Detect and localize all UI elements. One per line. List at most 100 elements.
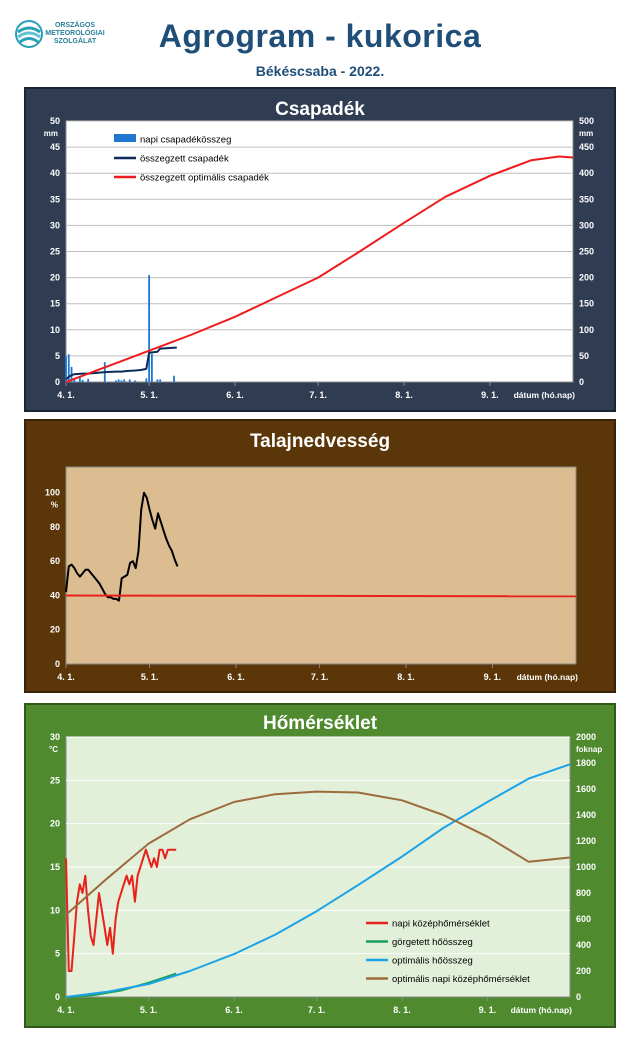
x-axis-label: dátum (hó.nap) (514, 390, 576, 400)
precip-bar (120, 380, 123, 382)
y-tick-label: 10 (50, 325, 60, 335)
precip-bar (128, 379, 131, 382)
y-tick-label: 30 (50, 732, 60, 742)
precip-bar (117, 379, 120, 382)
y-tick-label: 15 (50, 862, 60, 872)
soil-moisture-chart: 0 20 40 60 80 100% 4. 1. 5. 1. 6. 1. 7. 1. 8. 1. 9.… (24, 419, 616, 693)
legend-label: napi középhőmérséklet (392, 919, 490, 930)
y-tick-label: 35 (50, 194, 60, 204)
y2-tick-label: 100 (579, 325, 594, 335)
y-axis-label: % (51, 501, 58, 510)
x-tick-label: 9. 1. (481, 390, 499, 400)
y2-tick-label: 400 (579, 168, 594, 178)
y-tick-label: 20 (50, 625, 60, 635)
precip-bar (78, 376, 81, 382)
legend-label: összegzett csapadék (140, 154, 229, 165)
y2-tick-label: 1800 (576, 758, 596, 768)
y2-axis-label: mm (579, 129, 593, 138)
plot-area (65, 466, 577, 665)
legend-label: görgetett hőösszeg (392, 937, 473, 948)
legend-label: napi csapadékösszeg (140, 135, 231, 146)
y-axis-label: mm (44, 129, 58, 138)
y2-tick-label: 300 (579, 220, 594, 230)
y2-axis-label: foknap (576, 745, 602, 754)
series-line-optimális-napi-középhőmérséklet (65, 790, 571, 916)
precip-bar (156, 379, 159, 382)
precip-bar (81, 379, 84, 382)
precip-bar (123, 379, 126, 382)
x-tick-label: 7. 1. (311, 672, 329, 682)
y2-tick-label: 1600 (576, 784, 596, 794)
x-axis-label: dátum (hó.nap) (517, 672, 579, 682)
y2-tick-label: 200 (576, 966, 591, 976)
y2-tick-label: 800 (576, 888, 591, 898)
x-tick-label: 5. 1. (140, 390, 158, 400)
x-tick-label: 6. 1. (225, 1005, 243, 1015)
page-subtitle: Békéscsaba - 2022. (255, 63, 385, 79)
y-tick-label: 20 (50, 819, 60, 829)
y-tick-label: 15 (50, 299, 60, 309)
series-line-napi-középhőmérséklet (65, 848, 177, 972)
x-tick-label: 5. 1. (141, 672, 159, 682)
y2-tick-label: 250 (579, 247, 594, 257)
y2-tick-label: 200 (579, 273, 594, 283)
y-tick-label: 25 (50, 247, 60, 257)
y-tick-label: 40 (50, 168, 60, 178)
precip-bar (145, 378, 148, 382)
met-service-logo (14, 18, 124, 58)
precip-bar (65, 355, 67, 382)
legend-label: optimális napi középhőmérséklet (392, 974, 530, 985)
x-tick-label: 8. 1. (397, 672, 415, 682)
precip-bar (173, 375, 175, 382)
x-tick-label: 4. 1. (57, 390, 75, 400)
y2-tick-label: 2000 (576, 732, 596, 742)
logo-line: ORSZÁGOS (54, 22, 96, 29)
y-tick-label: 0 (55, 992, 60, 1002)
x-tick-label: 8. 1. (393, 1005, 411, 1015)
precip-bar (148, 274, 151, 382)
y-tick-label: 30 (50, 220, 60, 230)
y2-tick-label: 150 (579, 299, 594, 309)
series-line-görgetett-hőösszeg (65, 972, 177, 998)
y-tick-label: 10 (50, 905, 60, 915)
precip-bar (87, 378, 90, 382)
y-tick-label: 50 (50, 116, 60, 126)
y2-tick-label: 600 (576, 914, 591, 924)
series-line-series (65, 491, 179, 602)
y-tick-label: 60 (50, 556, 60, 566)
y-tick-label: 100 (45, 488, 60, 498)
logo-line: METEOROLÓGIAI (45, 30, 105, 37)
logo-icon (15, 20, 43, 48)
y2-tick-label: 450 (579, 142, 594, 152)
temperature-title: Hőmérséklet (262, 713, 378, 734)
y2-tick-label: 0 (576, 992, 581, 1002)
y-tick-label: 45 (50, 142, 60, 152)
x-tick-label: 4. 1. (57, 672, 75, 682)
y-axis-label: °C (49, 745, 58, 754)
precip-bar (114, 380, 117, 382)
x-tick-label: 6. 1. (227, 672, 245, 682)
series-line-optimális-hőösszeg (65, 763, 571, 998)
precip-bar (73, 379, 76, 382)
y2-tick-label: 500 (579, 116, 594, 126)
temperature-chart: 0 5 10 15 20 25 30 0 200 400 600 800 1000 1200 1400 160… (24, 703, 616, 1028)
y2-tick-label: 1400 (576, 810, 596, 820)
x-tick-label: 6. 1. (226, 390, 244, 400)
precipitation-chart: 0510152025303540455005010015020025030035… (24, 87, 616, 412)
precip-bar (134, 380, 137, 382)
y-tick-label: 20 (50, 273, 60, 283)
soil-moisture-title: Talajnedvesség (249, 431, 391, 452)
precip-bar (67, 354, 70, 382)
precip-bar (150, 353, 153, 382)
x-tick-label: 9. 1. (479, 1005, 497, 1015)
legend-label: optimális hőösszeg (392, 956, 473, 967)
y-tick-label: 0 (55, 377, 60, 387)
y-tick-label: 80 (50, 522, 60, 532)
precipitation-panel: 0 5 10 15 20 25 30 35 40 45 50 0 50 100 150 200 250 300 35… (24, 87, 616, 412)
x-tick-label: 9. 1. (484, 672, 502, 682)
logo-text: ORSZÁGOS METEOROLÓGIAI SZOLGÁLAT (44, 22, 106, 46)
y2-tick-label: 50 (579, 351, 589, 361)
y-tick-label: 0 (55, 659, 60, 669)
legend-swatch (114, 134, 136, 142)
y2-tick-label: 1000 (576, 862, 596, 872)
